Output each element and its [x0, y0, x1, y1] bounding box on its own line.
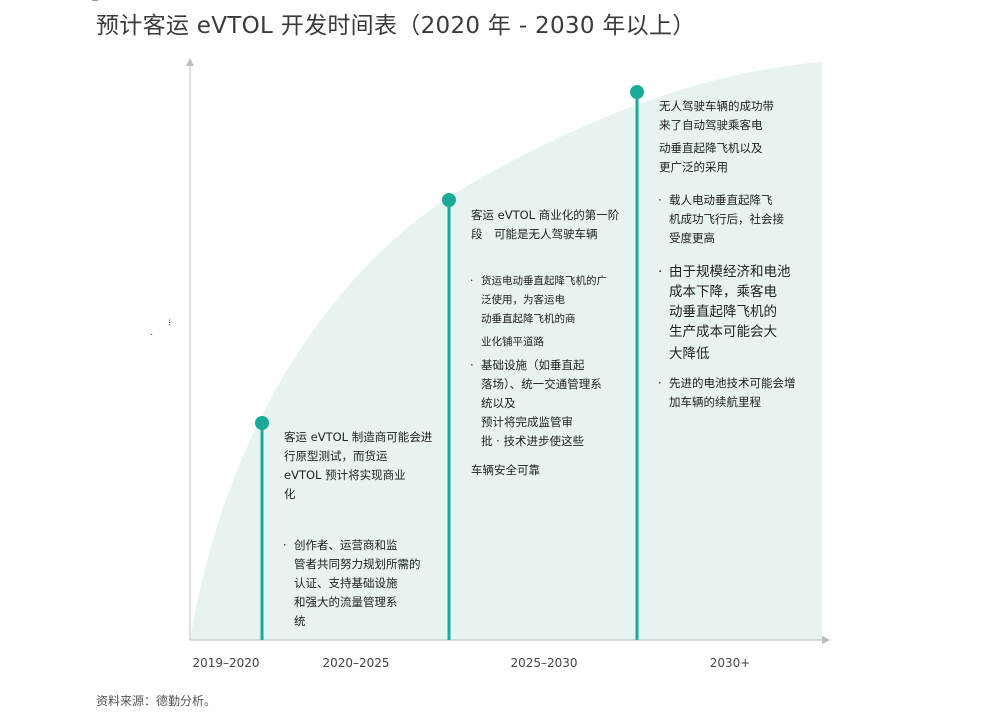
milestone-text-3: 无人驾驶车辆的成功带 来了自动驾驶乘客电 动垂直起降飞机以及 更广泛的采用 载人…: [658, 97, 819, 412]
bullet-line: 机成功飞行后，社会接: [669, 212, 784, 226]
milestone-3-heading: 无人驾驶车辆的成功带 来了自动驾驶乘客电 动垂直起降飞机以及 更广泛的采用: [659, 97, 819, 177]
milestone-3-bullet-2: 由于规模经济和电池 成本下降，乘客电 动垂直起降飞机的 生产成本可能会大 大降低: [658, 262, 819, 364]
milestone-2-heading: 客运 eVTOL 商业化的第一阶 段 可能是无人驾驶车辆: [471, 206, 631, 244]
bullet-line: 创作者、运营商和监: [294, 538, 398, 552]
bullet-line: 统以及: [481, 396, 516, 410]
x-tick-2: 2020–2025: [322, 656, 390, 670]
x-tick-1: 2019–2020: [192, 656, 260, 670]
heading-line: 来了自动驾驶乘客电: [659, 118, 763, 132]
bullet-line: 落场）、统一交通管理系: [481, 377, 602, 391]
x-tick-3: 2025–2030: [510, 656, 578, 670]
bullet-line: 成本下降，乘客电: [669, 284, 777, 300]
heading-line: 段 可能是无人驾驶车辆: [471, 227, 598, 241]
milestone-3-bullet-1: 载人电动垂直起降飞 机成功飞行后，社会接 受度更高: [658, 191, 819, 248]
bullet-line: 动垂直起降飞机的商: [481, 313, 576, 325]
milestone-2-tail: 车辆安全可靠: [471, 463, 540, 477]
bullet-line: 业化铺平道路: [481, 336, 544, 348]
x-tick-4: 2030+: [709, 656, 751, 670]
milestone-1-bullet-1: 创作者、运营商和监 管者共同努力规划所需的 认证、支持基础设施 和强大的流量管理…: [283, 536, 444, 631]
bullet-line: 大降低: [669, 346, 710, 362]
milestone-1-heading: 客运 eVTOL 制造商可能会进 行原型测试，而货运 eVTOL 预计将实现商业…: [284, 428, 444, 504]
page-title: 预计客运 eVTOL 开发时间表（2020 年 - 2030 年以上）: [96, 13, 696, 39]
bullet-line: 先进的电池技术可能会增: [669, 376, 796, 390]
heading-line: 化: [284, 487, 296, 501]
bullet-line: 受度更高: [669, 231, 715, 245]
bullet-line: 由于规模经济和电池: [669, 264, 791, 280]
heading-line: 客运 eVTOL 商业化的第一阶: [471, 208, 620, 222]
heading-line: 更广泛的采用: [659, 160, 728, 174]
heading-line: 客运 eVTOL 制造商可能会进: [284, 430, 433, 444]
milestone-dot-2: [442, 193, 456, 207]
bullet-line: 动垂直起降飞机的: [669, 304, 777, 320]
bullet-line: 认证、支持基础设施: [294, 576, 398, 590]
bullet-line: 货运电动垂直起降飞机的广: [481, 275, 607, 287]
bullet-line: 加车辆的续航里程: [669, 395, 761, 409]
axis-mark-dot: ·: [150, 330, 154, 341]
heading-line: 动垂直起降飞机以及: [659, 141, 763, 155]
heading-line: 无人驾驶车辆的成功带: [659, 99, 774, 113]
y-axis-arrow: [186, 58, 194, 66]
heading-line: eVTOL 预计将实现商业: [284, 468, 406, 482]
bullet-line: 载人电动垂直起降飞: [669, 193, 773, 207]
top-dash: [92, 0, 98, 1]
x-axis-arrow: [822, 636, 830, 644]
bullet-line: 基础设施（如垂直起: [481, 358, 585, 372]
bullet-line: 管者共同努力规划所需的: [294, 557, 421, 571]
milestone-dot-3: [630, 85, 644, 99]
milestone-3-bullet-3: 先进的电池技术可能会增 加车辆的续航里程: [658, 374, 819, 412]
heading-line: 行原型测试，而货运: [284, 449, 388, 463]
bullet-line: 生产成本可能会大: [669, 324, 777, 340]
milestone-text-1: 客运 eVTOL 制造商可能会进 行原型测试，而货运 eVTOL 预计将实现商业…: [283, 428, 444, 631]
axis-mark: ⁝: [168, 318, 172, 329]
milestone-2-bullet-2: 基础设施（如垂直起 落场）、统一交通管理系 统以及 预计将完成监管审 批 · 技…: [470, 356, 631, 451]
bullet-line: 批 · 技术进步使这些: [481, 434, 584, 448]
milestone-2-bullet-1: 货运电动垂直起降飞机的广 泛使用，为客运电 动垂直起降飞机的商 业化铺平道路: [470, 272, 631, 352]
milestone-text-2: 客运 eVTOL 商业化的第一阶 段 可能是无人驾驶车辆 货运电动垂直起降飞机的…: [470, 206, 631, 480]
bullet-line: 泛使用，为客运电: [481, 294, 565, 306]
bullet-line: 和强大的流量管理系: [294, 595, 398, 609]
bullet-line: 统: [294, 614, 306, 628]
bullet-line: 预计将完成监管审: [481, 415, 573, 429]
source-note: 资料来源：德勤分析。: [96, 694, 217, 708]
milestone-dot-1: [255, 416, 269, 430]
